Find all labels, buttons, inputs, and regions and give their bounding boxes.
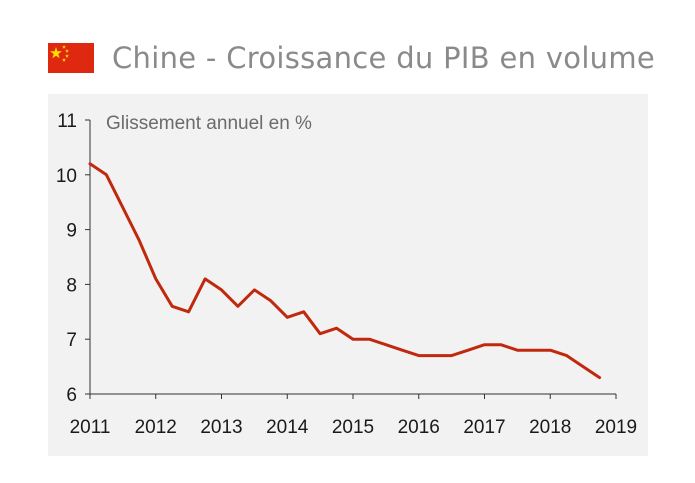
chart-header: Chine - Croissance du PIB en volume <box>48 40 655 76</box>
page-title: Chine - Croissance du PIB en volume <box>112 41 656 75</box>
gdp-growth-line <box>88 162 602 380</box>
y-tick-label: 7 <box>66 330 77 351</box>
y-tick-label: 9 <box>66 221 77 242</box>
x-tick-label: 2017 <box>463 417 505 438</box>
x-tick-label: 2019 <box>595 417 637 438</box>
x-tick-label: 2018 <box>529 417 571 438</box>
x-tick-label: 2015 <box>332 417 374 438</box>
y-tick-label: 6 <box>66 385 77 406</box>
x-tick-label: 2013 <box>200 417 242 438</box>
chart-subtitle: Glissement annuel en % <box>106 113 312 134</box>
y-tick-label: 8 <box>66 275 77 296</box>
x-tick-label: 2012 <box>135 417 177 438</box>
china-flag-icon <box>48 43 94 73</box>
y-tick-label: 10 <box>56 166 77 187</box>
chart-panel <box>48 94 648 456</box>
y-tick-label: 11 <box>57 111 77 132</box>
x-tick-label: 2014 <box>266 417 309 438</box>
x-tick-label: 2011 <box>70 417 111 438</box>
x-tick-label: 2016 <box>398 417 440 438</box>
